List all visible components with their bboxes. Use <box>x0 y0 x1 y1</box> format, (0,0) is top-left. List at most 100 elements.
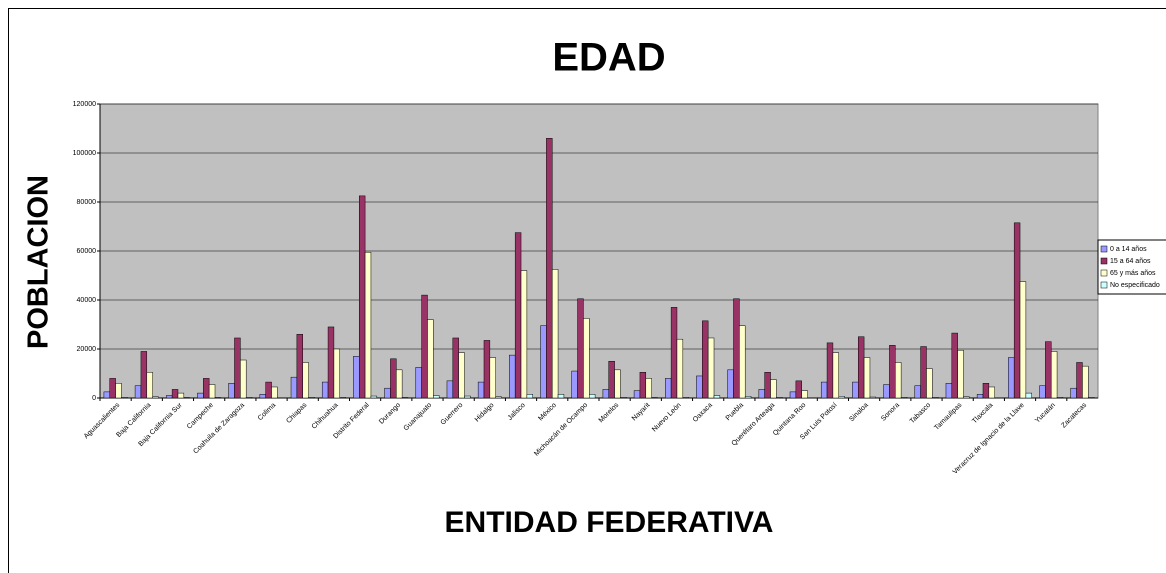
bar <box>608 361 615 399</box>
bar <box>458 352 465 399</box>
bar <box>620 397 627 399</box>
bar <box>1088 397 1095 399</box>
bar <box>1082 365 1089 399</box>
bar <box>134 385 142 399</box>
bar <box>234 337 241 399</box>
bar <box>951 332 958 399</box>
legend-label: No especificado <box>1110 282 1160 289</box>
x-axis-label: ENTIDAD FEDERATIVA <box>445 506 774 539</box>
bar <box>976 394 984 399</box>
bar <box>739 325 746 399</box>
bar <box>259 394 266 399</box>
chart-title: EDAD <box>552 36 665 80</box>
bar <box>526 394 533 399</box>
y-tick-label: 0 <box>92 395 96 402</box>
bar <box>551 269 559 399</box>
bar <box>296 334 303 399</box>
bar <box>957 349 964 399</box>
bar <box>152 396 159 399</box>
bar <box>509 354 516 399</box>
bar <box>602 389 609 399</box>
bar <box>364 251 372 399</box>
bar <box>639 372 647 399</box>
bar <box>789 391 797 399</box>
bar <box>1019 281 1027 399</box>
bar <box>665 378 672 399</box>
bar <box>495 396 502 399</box>
legend-box <box>1097 239 1166 295</box>
bar <box>540 325 547 399</box>
bar <box>197 392 204 399</box>
bar <box>1045 341 1052 399</box>
bar <box>676 338 684 399</box>
bar <box>733 298 740 399</box>
y-tick-label: 20000 <box>77 346 97 353</box>
y-tick-label: 120000 <box>73 101 96 108</box>
bar <box>889 345 896 399</box>
bar <box>920 346 927 399</box>
bar <box>826 342 834 399</box>
bar <box>421 294 428 399</box>
bar <box>857 336 865 399</box>
bar <box>477 381 485 399</box>
bar <box>308 397 315 399</box>
bar <box>577 298 584 399</box>
bar <box>1056 397 1064 399</box>
bar <box>1076 362 1083 399</box>
y-tick-label: 80000 <box>77 199 97 206</box>
bar <box>758 389 765 399</box>
bar <box>1025 392 1032 399</box>
bar <box>1070 387 1077 399</box>
bar <box>727 369 734 399</box>
bar <box>370 395 378 399</box>
bar <box>764 372 771 399</box>
bar <box>982 383 990 399</box>
bar <box>713 395 721 399</box>
bar <box>396 369 403 399</box>
legend-swatch <box>1100 245 1108 253</box>
bar <box>1008 357 1015 399</box>
bar <box>333 348 341 399</box>
bar <box>353 356 360 399</box>
bar <box>203 378 210 399</box>
bar <box>633 390 641 399</box>
bar <box>302 362 309 399</box>
legend-swatch <box>1100 257 1108 265</box>
bar <box>914 385 921 399</box>
bar <box>415 367 422 399</box>
bar <box>869 396 877 399</box>
bar <box>177 392 185 399</box>
bar <box>963 396 970 399</box>
bar <box>427 319 434 399</box>
bar <box>321 381 329 399</box>
legend-swatch <box>1100 269 1108 277</box>
y-tick-label: 100000 <box>73 150 96 157</box>
bar <box>271 386 278 399</box>
bar <box>557 394 565 399</box>
bar <box>327 326 335 399</box>
bar <box>776 397 783 399</box>
bar <box>384 387 391 399</box>
bar <box>801 390 808 399</box>
bar <box>464 395 471 399</box>
bar <box>446 380 454 399</box>
bar <box>520 270 528 399</box>
bar <box>546 138 553 399</box>
bar <box>1050 351 1058 399</box>
legend-label: 0 a 14 años <box>1110 246 1147 253</box>
bar <box>115 383 122 399</box>
bar <box>390 358 397 399</box>
bar <box>290 376 298 399</box>
bar <box>614 369 621 399</box>
bar <box>1013 222 1021 399</box>
bar <box>926 368 933 399</box>
bar <box>1039 385 1046 399</box>
bar <box>339 397 346 399</box>
bar <box>228 383 235 399</box>
bar <box>900 397 908 399</box>
y-tick-label: 40000 <box>77 297 97 304</box>
legend-swatch <box>1100 281 1108 289</box>
y-tick-label: 60000 <box>77 248 97 255</box>
bar <box>240 359 247 399</box>
